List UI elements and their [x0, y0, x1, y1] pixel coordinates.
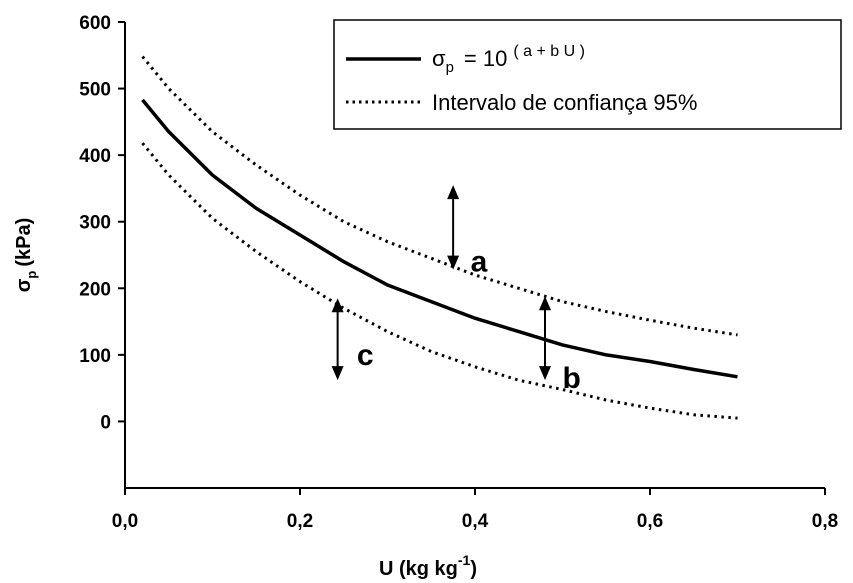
confidence-interval-line-1: [141, 55, 738, 337]
annotation-arrow-a-head-bottom: [447, 255, 460, 270]
x-tick-label: 0,8: [812, 511, 838, 532]
y-tick-label: 500: [79, 80, 111, 101]
y-tick-label: 300: [79, 213, 111, 234]
y-tick-label: 400: [79, 146, 111, 167]
annotation-arrow-b-head-bottom: [539, 366, 551, 381]
y-tick-label: 600: [79, 13, 111, 34]
annotation-arrow-c-head-bottom: [331, 366, 344, 381]
legend: σp = 10( a + b U ) Intervalo de confiança…: [333, 19, 842, 130]
y-tick-label: 0: [100, 412, 111, 433]
legend-box: [333, 19, 842, 130]
annotation-label-a: a: [471, 246, 488, 279]
series-layer: [141, 55, 738, 420]
legend-entry-solid: σp = 10( a + b U ): [432, 43, 585, 76]
annotation-label-c: c: [357, 339, 374, 372]
y-axis-title: σp(kPa): [13, 218, 39, 293]
ticks-layer: 600 500 400 300 200 100 0 0,0 0,2 0,4 0,6 0,8: [79, 13, 838, 532]
x-tick-label: 0,4: [462, 511, 489, 532]
y-tick-label: 200: [79, 279, 111, 300]
annotation-arrow-b-head-top: [539, 296, 551, 311]
annotation-arrow-a-head-top: [447, 185, 460, 200]
annotation-arrow-c-head-top: [331, 298, 344, 313]
fit-line: [141, 98, 738, 379]
x-tick-label: 0,2: [287, 511, 313, 532]
y-tick-label: 100: [79, 346, 111, 367]
x-tick-label: 0,0: [112, 511, 138, 532]
confidence-interval-line-2: [141, 142, 738, 420]
x-tick-label: 0,6: [637, 511, 663, 532]
x-axis-title: U (kg kg-1): [379, 552, 477, 580]
annotation-label-b: b: [563, 362, 581, 395]
legend-entry-dotted: Intervalo de confiança 95%: [432, 90, 697, 115]
annotations-layer: a b c: [331, 185, 581, 395]
